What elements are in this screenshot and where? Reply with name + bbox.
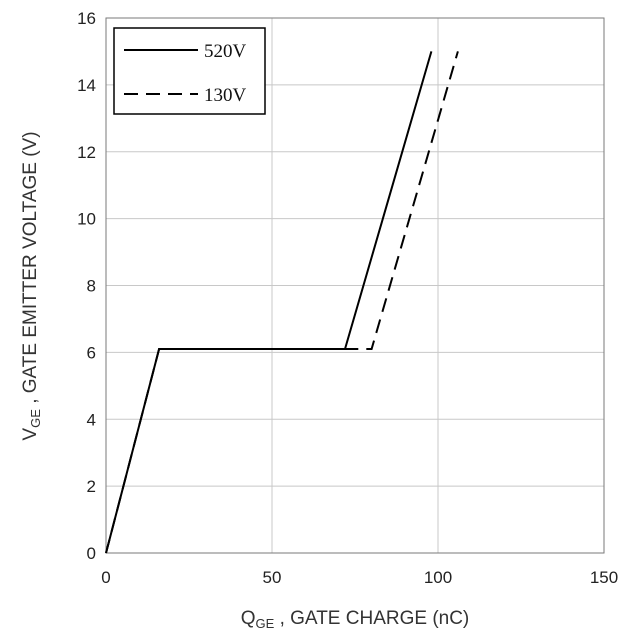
y-tick-label: 8 [87, 277, 96, 296]
y-tick-label: 10 [77, 210, 96, 229]
y-tick-label: 6 [87, 343, 96, 362]
y-axis-title-rest: , GATE EMITTER VOLTAGE (V) [20, 131, 41, 409]
legend-label-520v: 520V [204, 41, 247, 62]
x-axis-title-main: Q [241, 608, 256, 629]
x-axis-title-sub: GE [256, 616, 275, 631]
x-tick-label: 150 [590, 568, 618, 587]
x-tick-label: 50 [263, 568, 282, 587]
series-line-520v [105, 51, 433, 554]
y-tick-label: 12 [77, 143, 96, 162]
y-axis-title-sub: GE [28, 409, 43, 428]
y-axis-title-main: V [20, 428, 41, 441]
legend: 520V 130V [113, 27, 266, 115]
x-axis-title-rest: , GATE CHARGE (nC) [274, 608, 469, 629]
y-tick-label: 4 [87, 410, 96, 429]
series-line-130v [105, 51, 459, 554]
legend-label-130v: 130V [204, 85, 247, 106]
y-tick-label: 0 [87, 544, 96, 563]
plot-frame [105, 17, 605, 554]
series-lines [105, 51, 459, 554]
y-axis-title: VGE , GATE EMITTER VOLTAGE (V) [20, 131, 43, 440]
y-tick-label: 16 [77, 9, 96, 28]
y-tick-label: 2 [87, 477, 96, 496]
tick-labels: 0 2 4 6 8 10 12 14 16 0 50 100 150 [77, 9, 618, 587]
legend-box [113, 27, 266, 115]
x-tick-label: 100 [424, 568, 452, 587]
x-tick-label: 0 [101, 568, 110, 587]
y-tick-label: 14 [77, 76, 96, 95]
x-axis-title: QGE , GATE CHARGE (nC) [241, 608, 470, 631]
